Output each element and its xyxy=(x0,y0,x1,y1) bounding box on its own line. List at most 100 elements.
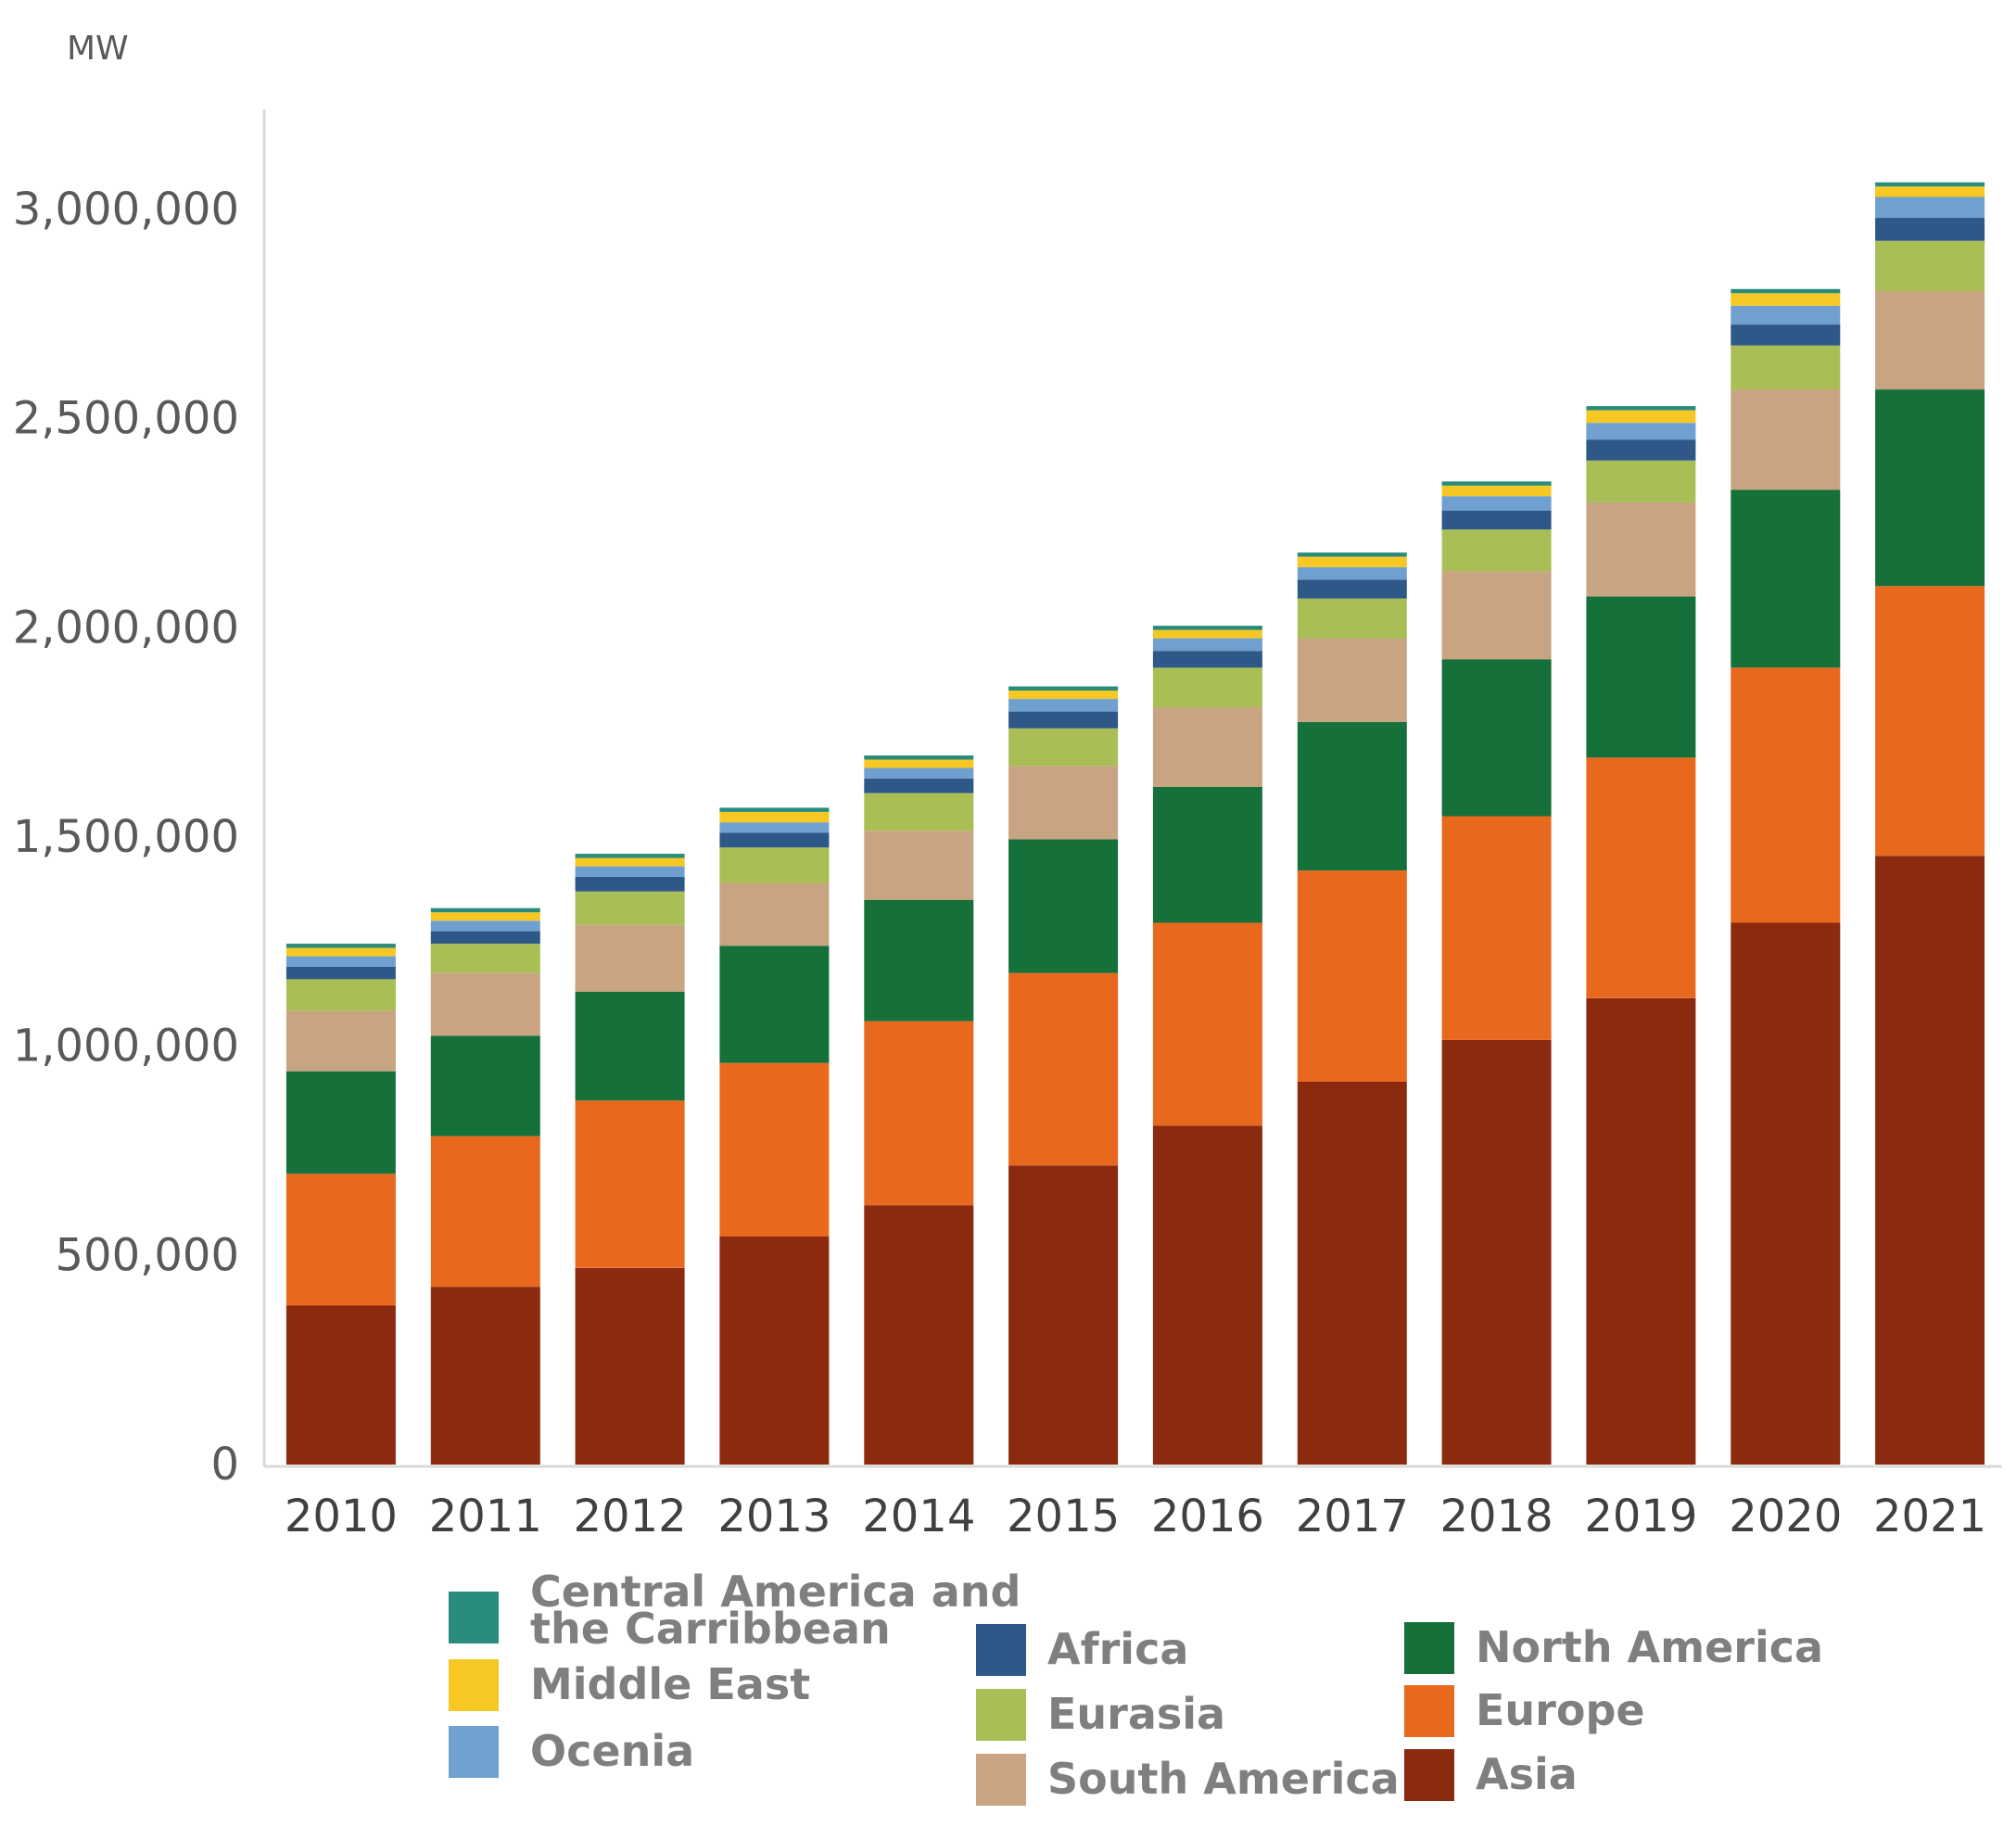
bar-segment-ocenia-2020 xyxy=(1731,305,1841,325)
bar-segment-eurasia-2017 xyxy=(1297,598,1407,639)
bar-segment-north-america-2019 xyxy=(1586,596,1696,758)
bar-segment-middle-east-2018 xyxy=(1441,485,1552,497)
bar-segment-europe-2016 xyxy=(1152,922,1262,1126)
bar-segment-eurasia-2010 xyxy=(285,979,396,1011)
bar-segment-middle-east-2011 xyxy=(430,912,540,921)
bar-segment-eurasia-2021 xyxy=(1875,240,1985,292)
bar-segment-central-america-and-the-carribbean-2012 xyxy=(575,854,685,858)
bar-segment-ocenia-2019 xyxy=(1586,423,1696,440)
bar-segment-central-america-and-the-carribbean-2013 xyxy=(719,807,830,812)
bar-segment-africa-2010 xyxy=(285,966,396,980)
bar-segment-eurasia-2011 xyxy=(430,944,540,973)
bar-segment-africa-2021 xyxy=(1875,218,1985,241)
bar-segment-north-america-2016 xyxy=(1152,786,1262,923)
legend-item-europe: Europe xyxy=(1404,1685,1645,1737)
bar-segment-asia-2017 xyxy=(1297,1082,1407,1465)
bar-segment-asia-2014 xyxy=(864,1205,974,1465)
bar-segment-middle-east-2017 xyxy=(1297,556,1407,567)
bar-segment-asia-2013 xyxy=(719,1237,830,1465)
x-tick-label: 2019 xyxy=(1584,1491,1697,1542)
bar-segment-europe-2015 xyxy=(1008,972,1119,1166)
bar-segment-asia-2019 xyxy=(1586,997,1696,1465)
legend: Central America and the CarribbeanMiddle … xyxy=(449,1567,1823,1806)
bar-segment-central-america-and-the-carribbean-2016 xyxy=(1152,626,1262,630)
x-tick-label: 2012 xyxy=(574,1491,687,1542)
x-tick-label: 2016 xyxy=(1151,1491,1264,1542)
bar-segment-central-america-and-the-carribbean-2011 xyxy=(430,907,540,913)
bar-segment-south-america-2021 xyxy=(1875,291,1985,390)
bar-segment-central-america-and-the-carribbean-2020 xyxy=(1731,288,1841,294)
legend-item-ocenia: Ocenia xyxy=(449,1726,694,1778)
bar-segment-asia-2021 xyxy=(1875,856,1985,1465)
bar-segment-ocenia-2017 xyxy=(1297,566,1407,580)
bar-segment-middle-east-2015 xyxy=(1008,691,1119,699)
x-tick-label: 2014 xyxy=(862,1491,975,1542)
x-tick-label: 2018 xyxy=(1440,1491,1553,1542)
bar-segment-ocenia-2018 xyxy=(1441,496,1552,511)
legend-swatch xyxy=(1404,1622,1454,1674)
x-tick-label: 2015 xyxy=(1007,1491,1120,1542)
bar-segment-ocenia-2021 xyxy=(1875,197,1985,219)
bar-segment-middle-east-2012 xyxy=(575,857,685,867)
legend-swatch xyxy=(449,1659,499,1711)
bar-segment-europe-2014 xyxy=(864,1021,974,1206)
bar-segment-ocenia-2015 xyxy=(1008,699,1119,712)
bar-segment-north-america-2020 xyxy=(1731,489,1841,668)
x-tick-label: 2010 xyxy=(285,1491,398,1542)
bar-segment-north-america-2011 xyxy=(430,1035,540,1136)
bar-segment-africa-2016 xyxy=(1152,651,1262,668)
bar-segment-africa-2019 xyxy=(1586,439,1696,461)
bar-segment-ocenia-2010 xyxy=(285,956,396,967)
bar-segment-north-america-2010 xyxy=(285,1071,396,1174)
y-tick-label: 3,000,000 xyxy=(13,184,239,235)
bar-segment-ocenia-2011 xyxy=(430,920,540,932)
bar-segment-europe-2018 xyxy=(1441,816,1552,1040)
bar-segment-asia-2016 xyxy=(1152,1125,1262,1465)
bar-segment-eurasia-2016 xyxy=(1152,667,1262,708)
bar-segment-africa-2017 xyxy=(1297,579,1407,599)
y-tick-label: 500,000 xyxy=(56,1229,240,1281)
bar-segment-eurasia-2013 xyxy=(719,847,830,883)
bar-segment-middle-east-2020 xyxy=(1731,293,1841,306)
bar-segment-africa-2013 xyxy=(719,832,830,848)
bar-segment-asia-2011 xyxy=(430,1287,540,1465)
bar-segment-south-america-2012 xyxy=(575,924,685,992)
legend-label: Eurasia xyxy=(1047,1689,1225,1739)
bar-segment-south-america-2015 xyxy=(1008,766,1119,840)
bar-segment-europe-2017 xyxy=(1297,870,1407,1082)
bars xyxy=(285,182,1985,1465)
bar-segment-central-america-and-the-carribbean-2015 xyxy=(1008,686,1119,691)
bar-segment-asia-2012 xyxy=(575,1267,685,1465)
legend-item-asia: Asia xyxy=(1404,1749,1578,1801)
bar-segment-europe-2021 xyxy=(1875,586,1985,856)
bar-segment-north-america-2015 xyxy=(1008,839,1119,973)
bar-segment-north-america-2017 xyxy=(1297,721,1407,871)
bar-segment-ocenia-2012 xyxy=(575,866,685,877)
bar-segment-central-america-and-the-carribbean-2019 xyxy=(1586,406,1696,411)
bar-segment-north-america-2021 xyxy=(1875,389,1985,587)
bar-segment-middle-east-2019 xyxy=(1586,410,1696,424)
x-tick-label: 2021 xyxy=(1873,1491,1986,1542)
legend-swatch xyxy=(976,1624,1026,1676)
bar-segment-central-america-and-the-carribbean-2018 xyxy=(1441,481,1552,486)
bar-segment-europe-2010 xyxy=(285,1174,396,1306)
legend-label: North America xyxy=(1476,1622,1823,1672)
bar-segment-europe-2012 xyxy=(575,1100,685,1268)
bar-segment-south-america-2011 xyxy=(430,972,540,1036)
bar-segment-south-america-2018 xyxy=(1441,571,1552,660)
bar-segment-asia-2010 xyxy=(285,1305,396,1465)
legend-label: South America xyxy=(1047,1754,1400,1804)
bar-segment-south-america-2010 xyxy=(285,1010,396,1072)
bar-segment-middle-east-2016 xyxy=(1152,629,1262,639)
legend-label: Ocenia xyxy=(530,1726,694,1776)
bar-segment-north-america-2014 xyxy=(864,899,974,1021)
bar-segment-asia-2018 xyxy=(1441,1039,1552,1465)
bar-segment-eurasia-2019 xyxy=(1586,460,1696,502)
bar-segment-europe-2011 xyxy=(430,1136,540,1288)
bar-segment-central-america-and-the-carribbean-2014 xyxy=(864,755,974,760)
bar-segment-ocenia-2016 xyxy=(1152,638,1262,652)
legend-item-north-america: North America xyxy=(1404,1622,1823,1674)
y-tick-label: 1,500,000 xyxy=(13,811,239,863)
bar-segment-middle-east-2013 xyxy=(719,811,830,823)
